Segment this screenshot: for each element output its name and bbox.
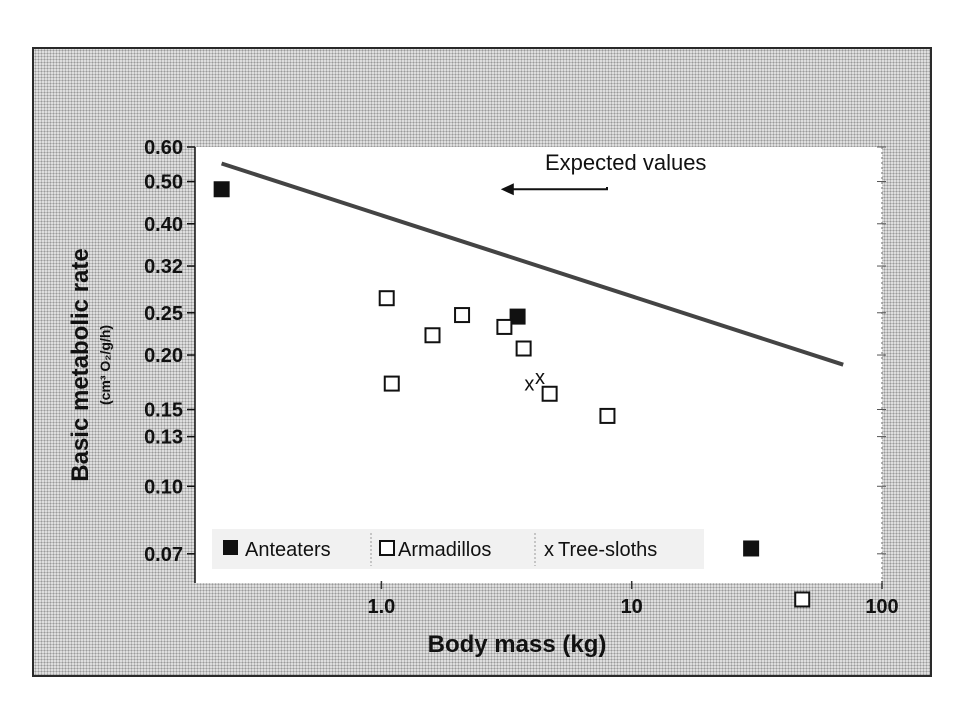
y-axis-title: Basic metabolic rate	[67, 248, 94, 481]
y-tick-label: 0.60	[144, 137, 183, 159]
tree-sloths-point: x	[524, 374, 534, 396]
armadillos-point	[496, 318, 513, 335]
expected-annotation: Expected values	[500, 150, 706, 196]
y-tick-label: 0.32	[144, 256, 183, 278]
tree-sloths-point: x	[535, 367, 545, 389]
legend-anteaters-label: Anteaters	[245, 539, 331, 561]
armadillos-point	[515, 340, 532, 357]
y-tick-label: 0.20	[144, 345, 183, 367]
scatter-chart: 0.60 0.50 0.40 0.32 0.25 0.20 0.15 0.13 0.10 0.07…	[67, 137, 899, 658]
legend-armadillos-label: Armadillos	[398, 539, 491, 561]
armadillos-point	[383, 375, 400, 392]
y-tick-label: 0.25	[144, 303, 183, 325]
expected-values-line	[220, 161, 844, 367]
annotation-arrowhead	[500, 183, 514, 196]
x-tick-label: 100	[865, 596, 898, 618]
y-axis-unit: (cm³ O₂/g/h)	[97, 325, 113, 405]
y-tick-label: 0.15	[144, 399, 183, 421]
legend-armadillos-marker	[379, 540, 395, 556]
expected-label: Expected values	[545, 150, 706, 175]
anteaters-point	[743, 540, 760, 557]
y-axis-title-group: Basic metabolic rate (cm³ O₂/g/h)	[67, 248, 113, 481]
x-axis-title: Body mass (kg)	[428, 631, 607, 658]
legend: Anteaters Armadillos x Tree-sloths	[212, 529, 704, 569]
y-tick-label: 0.07	[144, 544, 183, 566]
armadillos-point	[378, 290, 395, 307]
armadillos-point	[541, 385, 558, 402]
chart-frame: 0.60 0.50 0.40 0.32 0.25 0.20 0.15 0.13 0.10 0.07…	[32, 47, 932, 677]
x-tick-label: 10	[621, 596, 643, 618]
legend-tree-sloths-marker: x	[544, 539, 554, 561]
armadillos-point	[794, 591, 811, 608]
y-tick-label: 0.10	[144, 476, 183, 498]
armadillos-point	[454, 307, 471, 324]
anteaters-point	[509, 308, 526, 325]
expected-line-layer	[220, 161, 844, 367]
legend-anteaters-marker	[223, 540, 238, 555]
armadillos-point	[599, 407, 616, 424]
x-axis-ticks: 1.0 10 100	[367, 581, 899, 618]
legend-box	[212, 529, 704, 569]
y-axis-ticks: 0.60 0.50 0.40 0.32 0.25 0.20 0.15 0.13 0.10 0.07	[144, 137, 886, 566]
y-tick-label: 0.13	[144, 427, 183, 449]
annotation-arrow	[510, 187, 608, 191]
plot-area	[195, 147, 882, 583]
legend-tree-sloths-label: Tree-sloths	[558, 539, 657, 561]
y-tick-label: 0.40	[144, 214, 183, 236]
y-tick-label: 0.50	[144, 172, 183, 194]
x-tick-label: 1.0	[367, 596, 395, 618]
armadillos-point	[424, 327, 441, 344]
anteaters-point	[213, 181, 230, 198]
